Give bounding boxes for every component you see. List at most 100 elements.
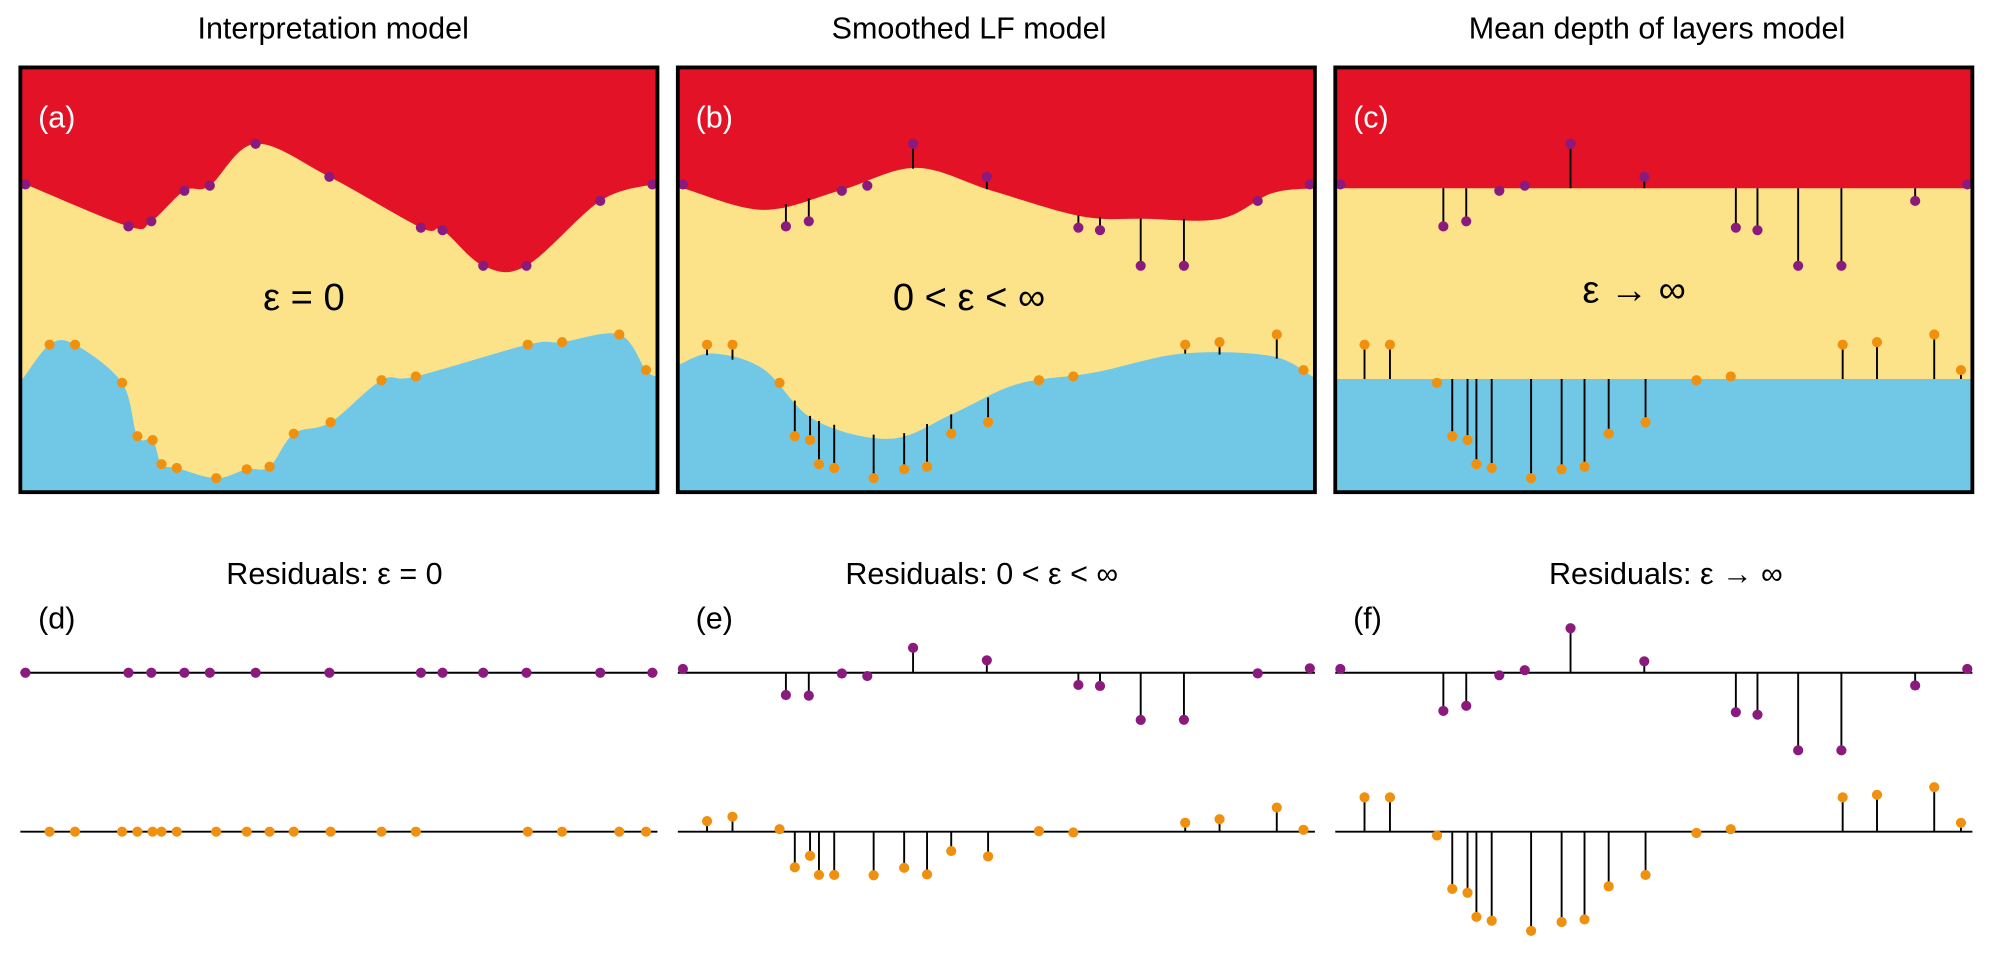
layer-blue (20, 333, 658, 493)
data-point (325, 417, 336, 428)
data-point (1135, 260, 1146, 271)
residual-point (701, 816, 713, 827)
residual-point (44, 826, 55, 837)
residual-point (288, 826, 299, 837)
data-point (1462, 434, 1473, 446)
annotation: ε → ∞ (1582, 269, 1686, 312)
residual-point (946, 845, 957, 857)
panel-label: (a) (38, 101, 75, 135)
data-point (1955, 365, 1967, 376)
residual-point (1447, 883, 1458, 895)
data-point (1579, 461, 1590, 472)
data-point (836, 185, 847, 196)
residual-point (921, 869, 933, 880)
data-point (171, 462, 182, 474)
data-point (1871, 337, 1883, 348)
data-point (1471, 459, 1482, 470)
data-point (146, 216, 157, 227)
data-point (556, 337, 568, 348)
data-point (437, 225, 448, 236)
data-point (123, 221, 134, 232)
residual-point (123, 667, 134, 678)
data-point (981, 171, 992, 182)
residual-point (1955, 817, 1967, 828)
residual-point (1431, 830, 1443, 841)
panel-title: Interpretation model (197, 12, 468, 46)
layer-blue (677, 352, 1315, 493)
data-point (1178, 260, 1190, 271)
residual-point (1304, 663, 1315, 674)
data-point (410, 371, 421, 382)
panel-frame (1333, 65, 1975, 495)
panel-title: Residuals: ε = 0 (226, 557, 442, 591)
residual-point (1298, 824, 1309, 835)
data-point (1068, 371, 1079, 382)
data-point (780, 221, 791, 232)
data-point (1691, 375, 1702, 386)
residual-point (241, 826, 252, 837)
residual-point (647, 667, 658, 678)
residual-point (1073, 679, 1084, 691)
residual-point (1214, 814, 1225, 825)
panel-frame (675, 65, 1317, 495)
data-point (813, 459, 825, 470)
data-point (1359, 339, 1370, 350)
residual-point (1438, 705, 1449, 716)
data-point (1335, 179, 1346, 190)
data-point (701, 339, 713, 350)
data-point (1252, 195, 1263, 207)
data-point (1730, 222, 1741, 233)
data-point (132, 431, 143, 442)
data-point (868, 473, 879, 484)
residual-point (325, 826, 336, 837)
residual-point (1519, 665, 1530, 676)
data-point (1836, 260, 1847, 271)
data-point (677, 179, 688, 190)
panel (677, 67, 1315, 493)
residual-point (1094, 680, 1106, 692)
residual-point (264, 826, 275, 837)
residual-point (981, 655, 992, 666)
data-point (1431, 377, 1443, 388)
layer-blue (1335, 378, 1973, 493)
residual-point (478, 667, 489, 678)
residual-point (204, 667, 215, 678)
annotation: 0 < ε < ∞ (893, 276, 1045, 319)
residual-point (1579, 914, 1590, 925)
data-point (921, 461, 933, 472)
residual-point (1910, 680, 1921, 691)
data-point (1073, 222, 1084, 233)
residual-point (324, 667, 335, 678)
residual-point (1639, 656, 1650, 667)
data-point (179, 185, 190, 196)
data-point (907, 138, 919, 149)
residual-point (1730, 707, 1741, 718)
data-point (288, 428, 299, 439)
panel-label: (d) (38, 602, 75, 636)
residual-point (69, 826, 81, 837)
data-point (1962, 179, 1973, 190)
data-point (1526, 473, 1537, 484)
residual-point (1494, 670, 1505, 681)
data-point (250, 138, 261, 149)
residual-point (1871, 789, 1883, 800)
residual-point (1135, 714, 1146, 726)
residual-point (556, 826, 568, 837)
data-point (116, 377, 128, 388)
residual-point (1486, 915, 1497, 926)
residual-point (1384, 792, 1396, 803)
residual-point (1178, 714, 1190, 725)
data-point (640, 365, 652, 376)
data-point (1639, 171, 1650, 182)
panel-title: Mean depth of layers model (1469, 12, 1846, 46)
residual-point (862, 670, 873, 682)
data-point (983, 417, 994, 428)
residual-point (410, 826, 421, 837)
residual-point (813, 869, 825, 881)
data-point (946, 428, 957, 439)
residual-point (1359, 792, 1370, 803)
residual-point (804, 850, 816, 861)
data-point (1910, 195, 1921, 207)
